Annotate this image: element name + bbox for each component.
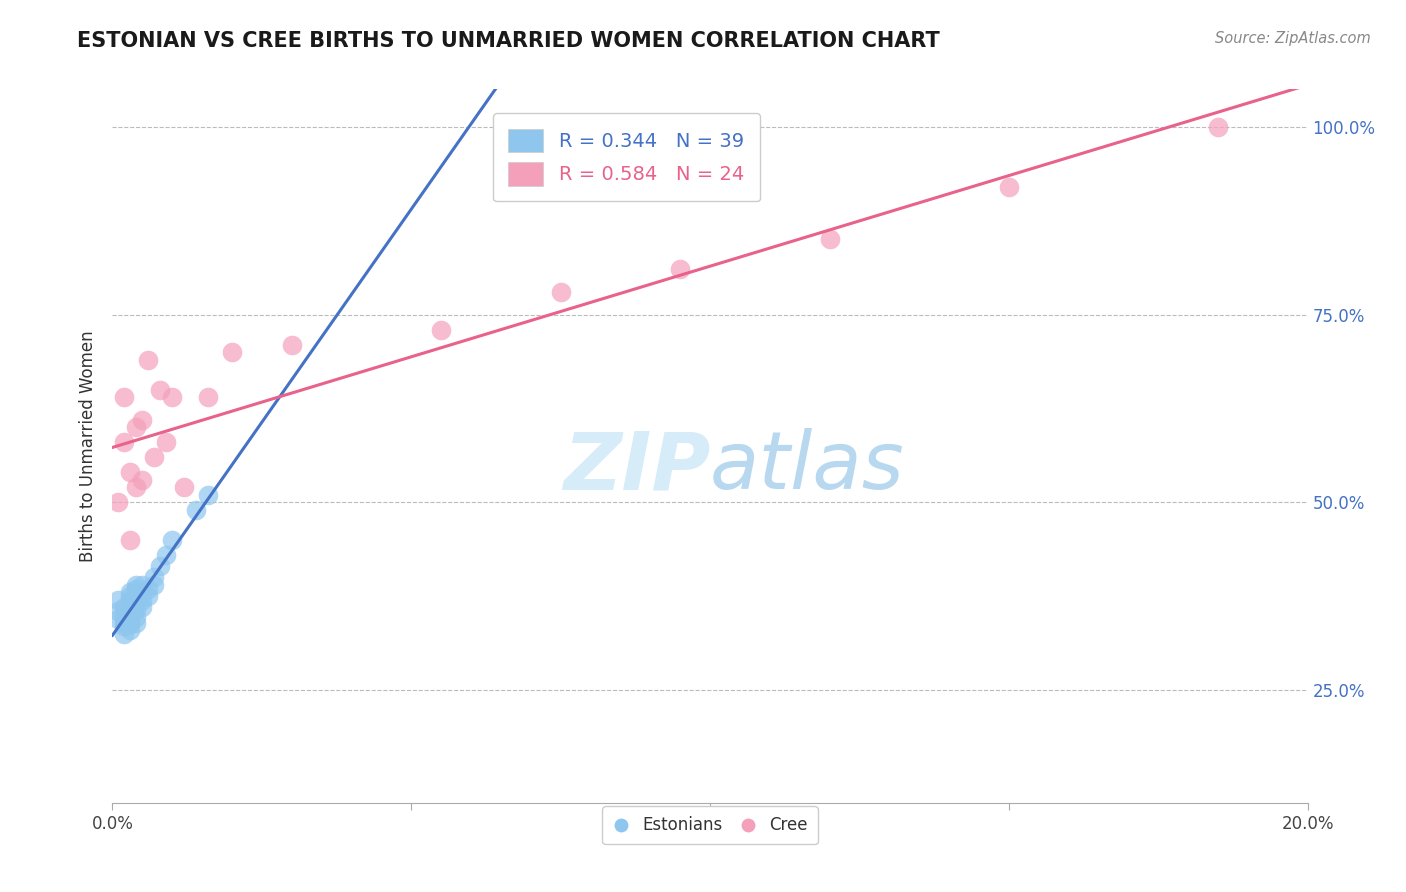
Point	[114, 619, 135, 633]
Point	[125, 602, 148, 616]
Point	[120, 623, 142, 637]
Point	[125, 578, 148, 592]
Point	[125, 609, 148, 624]
Point	[669, 262, 692, 277]
Point	[107, 495, 129, 509]
Point	[155, 548, 177, 562]
Point	[281, 337, 304, 351]
Point	[131, 473, 153, 487]
Point	[114, 600, 135, 615]
Point	[221, 345, 243, 359]
Point	[125, 420, 148, 434]
Point	[186, 503, 208, 517]
Text: ESTONIAN VS CREE BIRTHS TO UNMARRIED WOMEN CORRELATION CHART: ESTONIAN VS CREE BIRTHS TO UNMARRIED WOM…	[77, 31, 941, 51]
Point	[120, 600, 142, 615]
Point	[430, 322, 453, 336]
Point	[125, 593, 148, 607]
Text: Source: ZipAtlas.com: Source: ZipAtlas.com	[1215, 31, 1371, 46]
Point	[125, 587, 148, 601]
Point	[162, 390, 183, 404]
Point	[131, 413, 153, 427]
Point	[550, 285, 572, 299]
Point	[143, 578, 166, 592]
Point	[173, 480, 195, 494]
Point	[120, 604, 142, 618]
Point	[120, 585, 142, 599]
Legend: Estonians, Cree: Estonians, Cree	[602, 806, 818, 845]
Point	[149, 383, 172, 397]
Point	[131, 593, 153, 607]
Point	[107, 612, 129, 626]
Point	[107, 604, 129, 618]
Point	[131, 585, 153, 599]
Point	[120, 589, 142, 603]
Point	[998, 179, 1021, 194]
Point	[120, 465, 142, 479]
Point	[114, 615, 135, 630]
Point	[120, 594, 142, 608]
Point	[125, 615, 148, 630]
Point	[120, 612, 142, 626]
Point	[120, 533, 142, 547]
Point	[138, 589, 160, 603]
Point	[125, 597, 148, 611]
Point	[197, 390, 219, 404]
Point	[155, 435, 177, 450]
Point	[114, 627, 135, 641]
Point	[125, 480, 148, 494]
Point	[114, 607, 135, 622]
Text: atlas: atlas	[710, 428, 905, 507]
Point	[120, 607, 142, 622]
Point	[114, 435, 135, 450]
Point	[143, 450, 166, 465]
Point	[143, 570, 166, 584]
Point	[1206, 120, 1229, 134]
Point	[114, 390, 135, 404]
Point	[125, 582, 148, 596]
Point	[107, 593, 129, 607]
Point	[149, 559, 172, 574]
Point	[131, 578, 153, 592]
Point	[120, 617, 142, 632]
Point	[197, 488, 219, 502]
Point	[818, 232, 841, 246]
Point	[114, 612, 135, 626]
Point	[138, 352, 160, 367]
Point	[162, 533, 183, 547]
Point	[138, 582, 160, 596]
Text: ZIP: ZIP	[562, 428, 710, 507]
Point	[131, 600, 153, 615]
Y-axis label: Births to Unmarried Women: Births to Unmarried Women	[79, 330, 97, 562]
